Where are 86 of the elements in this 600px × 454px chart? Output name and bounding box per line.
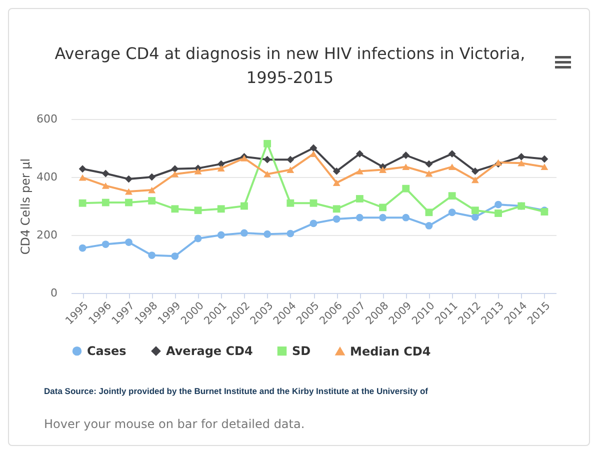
legend-label: Cases: [87, 344, 126, 358]
point: [194, 168, 202, 174]
point: [379, 204, 386, 212]
point: [471, 206, 479, 214]
point: [471, 213, 479, 221]
point: [171, 170, 179, 178]
point: [540, 155, 548, 163]
point: [356, 214, 364, 222]
point: [264, 170, 272, 178]
point: [194, 234, 202, 242]
point: [217, 205, 225, 213]
point: [402, 152, 410, 159]
point: [264, 156, 272, 164]
point: [286, 156, 294, 164]
point: [332, 167, 340, 175]
point: [494, 200, 502, 208]
point: [240, 202, 248, 210]
point: [518, 152, 526, 160]
point: [425, 160, 433, 168]
point: [125, 188, 132, 195]
point: [171, 205, 179, 213]
point: [78, 165, 86, 173]
y-axis-title: CD4 Cells per µl: [18, 158, 33, 255]
y-tick-label: 600: [36, 112, 58, 126]
y-tick-label: 400: [36, 170, 58, 184]
point: [102, 182, 110, 189]
point: [194, 206, 202, 214]
point: [425, 222, 433, 230]
point: [425, 170, 433, 177]
y-tick-label: 0: [50, 286, 58, 300]
point: [332, 215, 340, 223]
point: [78, 174, 86, 181]
point: [448, 150, 456, 158]
point: [102, 240, 110, 248]
legend-label: Average CD4: [166, 344, 253, 358]
text: Hover your mouse on bar for detailed data.: [44, 417, 305, 431]
point: [356, 168, 364, 174]
point: [240, 229, 248, 237]
point: [310, 199, 318, 207]
point: [332, 180, 340, 186]
point: [102, 198, 110, 206]
point: [310, 144, 318, 152]
point: [171, 165, 179, 173]
point: [379, 166, 386, 173]
point: [356, 150, 364, 158]
point: [148, 197, 156, 204]
point: [310, 150, 318, 158]
point: [286, 166, 294, 173]
point: [402, 164, 410, 170]
point: [217, 165, 225, 172]
legend-label: Median CD4: [350, 344, 431, 358]
point: [264, 230, 272, 238]
point: [125, 198, 132, 206]
y-tick-label: 200: [36, 228, 58, 242]
point: [402, 214, 410, 222]
point: [286, 199, 294, 207]
point: [217, 231, 225, 239]
point: [379, 214, 386, 222]
point: [356, 195, 364, 202]
point: [448, 208, 456, 216]
point: [148, 252, 156, 259]
point: [125, 238, 132, 246]
point: [78, 244, 86, 252]
point: [217, 160, 225, 168]
point: [540, 164, 548, 170]
chart-title: Average CD4 at diagnosis in new HIV infections in Victoria, 1995-2015: [54, 43, 526, 89]
point: [471, 176, 479, 184]
point: [448, 164, 456, 170]
point: [148, 173, 156, 181]
point: [494, 210, 502, 217]
point: [332, 205, 340, 213]
point: [448, 192, 456, 200]
point: [78, 199, 86, 207]
point: [471, 167, 479, 175]
point: [102, 170, 110, 178]
point: [402, 184, 410, 192]
point: [286, 230, 294, 238]
point: [518, 160, 526, 166]
point: [125, 175, 132, 183]
point: [171, 252, 179, 260]
source-note: Data Source: Jointly provided by the Burnet Institute and the Kirby Institute at the University of: [44, 386, 428, 396]
legend-label: SD: [292, 344, 311, 358]
point: [425, 208, 433, 216]
point: [264, 140, 272, 148]
point: [148, 186, 156, 194]
point: [310, 220, 318, 228]
